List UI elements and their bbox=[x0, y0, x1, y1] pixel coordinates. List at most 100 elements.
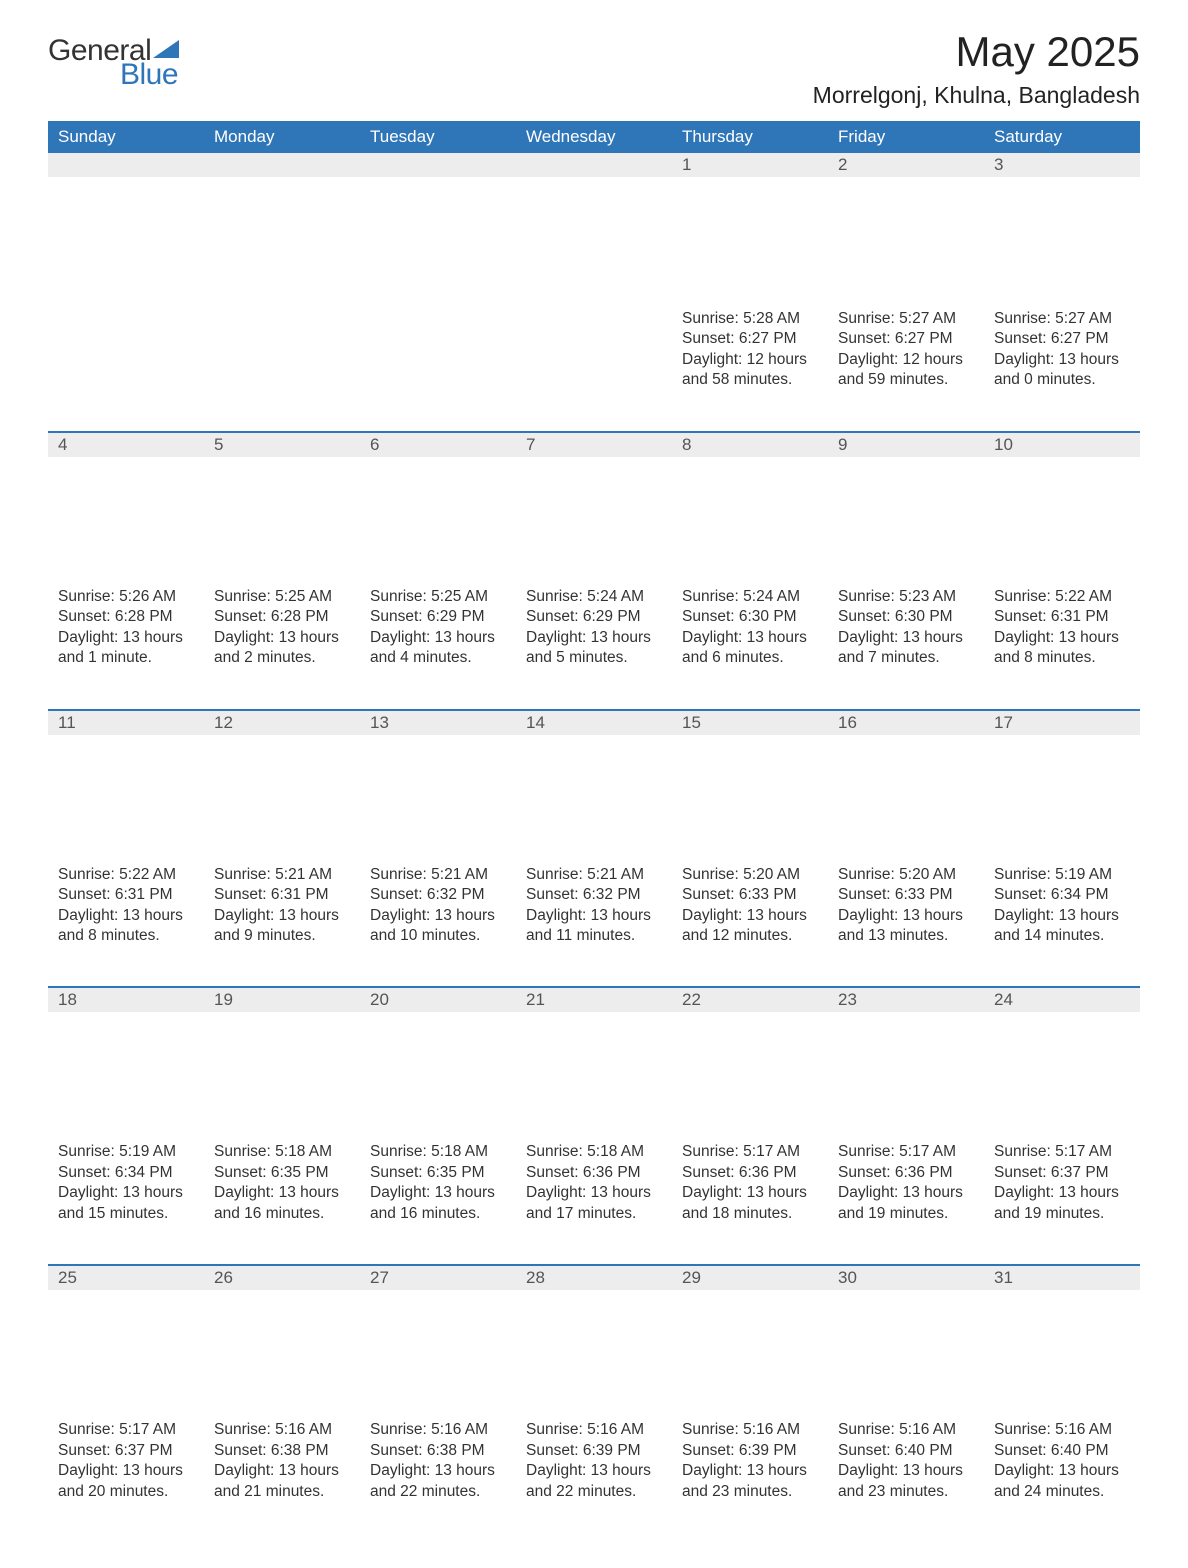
sunrise-text: Sunrise: 5:28 AM bbox=[682, 309, 818, 329]
daylight-text: Daylight: 13 hours and 8 minutes. bbox=[58, 906, 194, 947]
sunrise-text: Sunrise: 5:19 AM bbox=[58, 1142, 194, 1162]
day-number: 6 bbox=[360, 431, 516, 457]
day-content: Sunrise: 5:17 AMSunset: 6:36 PMDaylight:… bbox=[828, 1136, 984, 1242]
daylight-text: Daylight: 13 hours and 7 minutes. bbox=[838, 628, 974, 669]
daylight-text: Daylight: 13 hours and 5 minutes. bbox=[526, 628, 662, 669]
day-content: Sunrise: 5:25 AMSunset: 6:28 PMDaylight:… bbox=[204, 581, 360, 687]
day-content: Sunrise: 5:18 AMSunset: 6:36 PMDaylight:… bbox=[516, 1136, 672, 1242]
day-content: Sunrise: 5:16 AMSunset: 6:40 PMDaylight:… bbox=[984, 1414, 1140, 1520]
daylight-text: Daylight: 13 hours and 23 minutes. bbox=[682, 1461, 818, 1502]
sunset-text: Sunset: 6:31 PM bbox=[214, 885, 350, 905]
sunrise-text: Sunrise: 5:17 AM bbox=[682, 1142, 818, 1162]
day-number: 28 bbox=[516, 1264, 672, 1290]
day-number: 11 bbox=[48, 709, 204, 735]
day-content: Sunrise: 5:16 AMSunset: 6:38 PMDaylight:… bbox=[204, 1414, 360, 1520]
sunset-text: Sunset: 6:34 PM bbox=[994, 885, 1130, 905]
daylight-text: Daylight: 13 hours and 10 minutes. bbox=[370, 906, 506, 947]
day-content: Sunrise: 5:25 AMSunset: 6:29 PMDaylight:… bbox=[360, 581, 516, 687]
empty-day-content bbox=[360, 303, 516, 327]
day-number: 24 bbox=[984, 986, 1140, 1012]
day-content: Sunrise: 5:18 AMSunset: 6:35 PMDaylight:… bbox=[204, 1136, 360, 1242]
location-subtitle: Morrelgonj, Khulna, Bangladesh bbox=[813, 82, 1140, 109]
day-number: 26 bbox=[204, 1264, 360, 1290]
sunset-text: Sunset: 6:27 PM bbox=[682, 329, 818, 349]
sunrise-text: Sunrise: 5:23 AM bbox=[838, 587, 974, 607]
daylight-text: Daylight: 12 hours and 59 minutes. bbox=[838, 350, 974, 391]
sunrise-text: Sunrise: 5:19 AM bbox=[994, 865, 1130, 885]
sunset-text: Sunset: 6:36 PM bbox=[682, 1163, 818, 1183]
empty-day bbox=[516, 153, 672, 177]
weekday-header: Sunday bbox=[48, 121, 204, 153]
day-number: 31 bbox=[984, 1264, 1140, 1290]
day-number: 23 bbox=[828, 986, 984, 1012]
day-content: Sunrise: 5:20 AMSunset: 6:33 PMDaylight:… bbox=[672, 859, 828, 965]
day-number: 10 bbox=[984, 431, 1140, 457]
daylight-text: Daylight: 13 hours and 11 minutes. bbox=[526, 906, 662, 947]
sunset-text: Sunset: 6:32 PM bbox=[526, 885, 662, 905]
day-number: 22 bbox=[672, 986, 828, 1012]
sunrise-text: Sunrise: 5:22 AM bbox=[994, 587, 1130, 607]
daylight-text: Daylight: 13 hours and 20 minutes. bbox=[58, 1461, 194, 1502]
sunrise-text: Sunrise: 5:24 AM bbox=[526, 587, 662, 607]
sunrise-text: Sunrise: 5:27 AM bbox=[994, 309, 1130, 329]
title-block: May 2025 Morrelgonj, Khulna, Bangladesh bbox=[813, 28, 1140, 109]
daylight-text: Daylight: 13 hours and 6 minutes. bbox=[682, 628, 818, 669]
day-number: 5 bbox=[204, 431, 360, 457]
sunrise-text: Sunrise: 5:18 AM bbox=[370, 1142, 506, 1162]
empty-day-content bbox=[48, 303, 204, 327]
sunset-text: Sunset: 6:30 PM bbox=[838, 607, 974, 627]
sunset-text: Sunset: 6:36 PM bbox=[838, 1163, 974, 1183]
logo: General Blue bbox=[48, 28, 179, 90]
sunrise-text: Sunrise: 5:17 AM bbox=[838, 1142, 974, 1162]
sunset-text: Sunset: 6:30 PM bbox=[682, 607, 818, 627]
sunrise-text: Sunrise: 5:20 AM bbox=[838, 865, 974, 885]
day-number: 19 bbox=[204, 986, 360, 1012]
sunset-text: Sunset: 6:28 PM bbox=[214, 607, 350, 627]
day-number: 29 bbox=[672, 1264, 828, 1290]
sunset-text: Sunset: 6:38 PM bbox=[370, 1441, 506, 1461]
sunrise-text: Sunrise: 5:16 AM bbox=[838, 1420, 974, 1440]
sunrise-text: Sunrise: 5:26 AM bbox=[58, 587, 194, 607]
day-content: Sunrise: 5:24 AMSunset: 6:29 PMDaylight:… bbox=[516, 581, 672, 687]
day-number: 27 bbox=[360, 1264, 516, 1290]
day-number: 18 bbox=[48, 986, 204, 1012]
sunrise-text: Sunrise: 5:25 AM bbox=[214, 587, 350, 607]
day-content: Sunrise: 5:16 AMSunset: 6:38 PMDaylight:… bbox=[360, 1414, 516, 1520]
daylight-text: Daylight: 13 hours and 4 minutes. bbox=[370, 628, 506, 669]
daylight-text: Daylight: 13 hours and 16 minutes. bbox=[370, 1183, 506, 1224]
day-number: 2 bbox=[828, 153, 984, 177]
weekday-header: Tuesday bbox=[360, 121, 516, 153]
sunrise-text: Sunrise: 5:25 AM bbox=[370, 587, 506, 607]
sunset-text: Sunset: 6:33 PM bbox=[682, 885, 818, 905]
day-number: 16 bbox=[828, 709, 984, 735]
empty-day bbox=[204, 153, 360, 177]
daylight-text: Daylight: 13 hours and 13 minutes. bbox=[838, 906, 974, 947]
empty-day bbox=[360, 153, 516, 177]
empty-day-content bbox=[204, 303, 360, 327]
sunrise-text: Sunrise: 5:24 AM bbox=[682, 587, 818, 607]
day-content: Sunrise: 5:24 AMSunset: 6:30 PMDaylight:… bbox=[672, 581, 828, 687]
sunset-text: Sunset: 6:34 PM bbox=[58, 1163, 194, 1183]
sunrise-text: Sunrise: 5:17 AM bbox=[58, 1420, 194, 1440]
day-content: Sunrise: 5:26 AMSunset: 6:28 PMDaylight:… bbox=[48, 581, 204, 687]
sunrise-text: Sunrise: 5:16 AM bbox=[526, 1420, 662, 1440]
month-title: May 2025 bbox=[813, 28, 1140, 76]
sunset-text: Sunset: 6:38 PM bbox=[214, 1441, 350, 1461]
day-number: 13 bbox=[360, 709, 516, 735]
day-content: Sunrise: 5:21 AMSunset: 6:31 PMDaylight:… bbox=[204, 859, 360, 965]
sunrise-text: Sunrise: 5:21 AM bbox=[214, 865, 350, 885]
daylight-text: Daylight: 13 hours and 0 minutes. bbox=[994, 350, 1130, 391]
daylight-text: Daylight: 13 hours and 1 minute. bbox=[58, 628, 194, 669]
day-number: 25 bbox=[48, 1264, 204, 1290]
day-number: 9 bbox=[828, 431, 984, 457]
daylight-text: Daylight: 13 hours and 8 minutes. bbox=[994, 628, 1130, 669]
daylight-text: Daylight: 13 hours and 17 minutes. bbox=[526, 1183, 662, 1224]
daylight-text: Daylight: 13 hours and 15 minutes. bbox=[58, 1183, 194, 1224]
day-number: 3 bbox=[984, 153, 1140, 177]
day-content: Sunrise: 5:17 AMSunset: 6:37 PMDaylight:… bbox=[984, 1136, 1140, 1242]
day-content: Sunrise: 5:17 AMSunset: 6:37 PMDaylight:… bbox=[48, 1414, 204, 1520]
day-number: 30 bbox=[828, 1264, 984, 1290]
day-number: 14 bbox=[516, 709, 672, 735]
sunset-text: Sunset: 6:32 PM bbox=[370, 885, 506, 905]
calendar-table: SundayMondayTuesdayWednesdayThursdayFrid… bbox=[48, 121, 1140, 1528]
